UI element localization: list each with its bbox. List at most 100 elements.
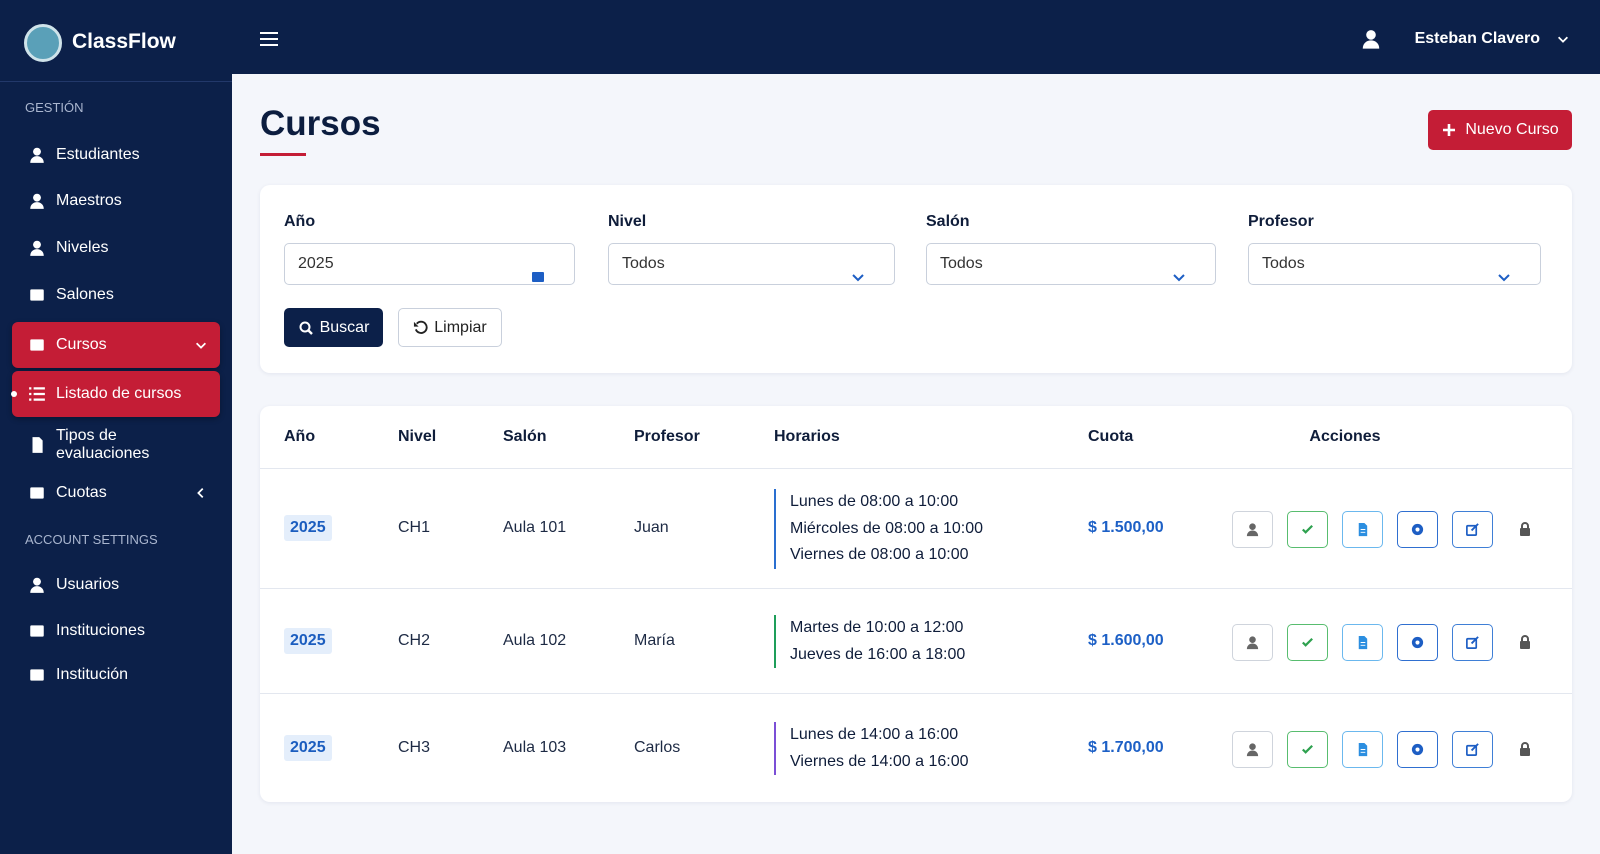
menu-item[interactable]: Maestros: [28, 190, 208, 212]
menu-label: Instituciones: [56, 622, 145, 639]
user-name[interactable]: Esteban Clavero: [1414, 30, 1540, 47]
year-badge: 2025: [284, 734, 332, 761]
action-button[interactable]: [1452, 623, 1493, 661]
action-button[interactable]: [1452, 511, 1493, 548]
schedule: Lunes de 14:00 a 16:00 Viernes de 14:00 a…: [774, 722, 969, 775]
action-button[interactable]: [1287, 623, 1328, 661]
active-dot: [11, 391, 17, 397]
icon[interactable]: [1517, 741, 1533, 757]
button-label: Limpiar: [434, 318, 487, 336]
icon: [1245, 742, 1260, 757]
filter-label: Año: [284, 213, 316, 230]
filter-input[interactable]: Todos: [926, 243, 1216, 285]
menu-item[interactable]: Cuotas: [28, 482, 208, 504]
icon: [1300, 742, 1315, 757]
menu-item[interactable]: Salones: [28, 284, 208, 306]
filter-value: Todos: [1262, 255, 1305, 272]
cell-teacher: María: [634, 631, 675, 649]
schedule-line: Viernes de 14:00 a 16:00: [790, 752, 969, 770]
icon: [1300, 522, 1315, 537]
schedule-line: Viernes de 08:00 a 10:00: [790, 546, 969, 564]
schedule: Lunes de 08:00 a 10:00 Miércoles de 08:00…: [774, 489, 983, 569]
icon[interactable]: [1517, 521, 1533, 537]
sidebar: ClassFlow GESTIÓN Estudiantes Maestros Nivel…: [0, 0, 232, 854]
icon: [298, 320, 314, 336]
title-underline: [260, 153, 306, 156]
filter-input[interactable]: Todos: [608, 243, 895, 285]
new-course-button[interactable]: Nuevo Curso: [1428, 110, 1572, 150]
action-button[interactable]: [1287, 511, 1328, 548]
menu-toggle[interactable]: [260, 32, 278, 50]
action-button[interactable]: [1342, 730, 1383, 768]
icon: [28, 484, 46, 502]
page-title: Cursos: [260, 104, 381, 143]
column-header: Año: [284, 428, 316, 445]
filter-value: Todos: [940, 255, 983, 272]
table-row: 2025 CH3 Aula 103 Carlos Lunes de 14:00 a 16…: [260, 693, 1572, 802]
search-button[interactable]: Buscar: [284, 308, 383, 347]
menu-label: Salones: [56, 286, 114, 303]
column-header: Nivel: [398, 428, 437, 445]
brand: ClassFlow: [0, 0, 232, 82]
column-header: Horarios: [774, 428, 840, 445]
icon: [28, 436, 46, 454]
schedule-line: Martes de 10:00 a 12:00: [790, 619, 964, 636]
active-box: [12, 371, 220, 417]
icon: [28, 146, 46, 164]
burger-line: [260, 38, 278, 40]
action-button[interactable]: [1397, 730, 1438, 768]
action-button[interactable]: [1232, 730, 1273, 768]
icon[interactable]: [1517, 634, 1533, 650]
icon: [28, 666, 46, 684]
action-button[interactable]: [1342, 511, 1383, 548]
icon: [1355, 742, 1370, 757]
icon: [413, 320, 428, 335]
icon: [1245, 635, 1260, 650]
action-button[interactable]: [1232, 623, 1273, 661]
icon: [1465, 522, 1480, 537]
brand-name: ClassFlow: [72, 30, 176, 53]
icon: [28, 239, 46, 257]
menu-item[interactable]: Tipos de evaluaciones: [28, 427, 208, 462]
menu-label: Cursos: [56, 336, 107, 353]
menu-label: Tipos de evaluaciones: [56, 427, 150, 462]
icon: [1410, 522, 1425, 537]
filter-label: Salón: [926, 213, 970, 230]
menu-item[interactable]: Institución: [28, 664, 208, 686]
icon: [1556, 32, 1570, 46]
action-button[interactable]: [1397, 511, 1438, 548]
menu-item[interactable]: Usuarios: [28, 574, 208, 596]
menu-label: Cuotas: [56, 484, 107, 501]
menu-item[interactable]: Instituciones: [28, 620, 208, 642]
filter-input[interactable]: 2025: [284, 243, 575, 285]
icon: [194, 338, 208, 352]
action-button[interactable]: [1452, 730, 1493, 768]
cell-fee: $ 1.700,00: [1088, 738, 1164, 756]
clear-button[interactable]: Limpiar: [398, 308, 502, 347]
icon: [194, 486, 208, 500]
menu-item[interactable]: Listado de cursos: [28, 383, 208, 405]
menu-label: Usuarios: [56, 576, 120, 593]
icon: [28, 286, 46, 304]
column-header: Acciones: [1309, 428, 1381, 445]
icon: [28, 576, 46, 594]
icon: [1410, 635, 1425, 650]
cell-level: CH1: [398, 519, 431, 536]
menu-label: Maestros: [56, 192, 122, 209]
action-button[interactable]: [1397, 623, 1438, 661]
icon: [28, 336, 46, 354]
section-title: ACCOUNT SETTINGS: [25, 532, 158, 547]
menu-item[interactable]: Cursos: [28, 334, 208, 356]
menu-label: Institución: [56, 666, 129, 683]
action-button[interactable]: [1287, 730, 1328, 768]
icon: [1441, 122, 1457, 138]
filter-value: 2025: [298, 255, 334, 272]
action-button[interactable]: [1232, 511, 1273, 548]
menu-item[interactable]: Estudiantes: [28, 144, 208, 166]
filter-input[interactable]: Todos: [1248, 243, 1541, 285]
menu-label: Estudiantes: [56, 146, 140, 163]
button-label: Nuevo Curso: [1465, 121, 1559, 138]
menu-item[interactable]: Niveles: [28, 237, 208, 259]
topbar: Esteban Clavero: [232, 0, 1600, 74]
action-button[interactable]: [1342, 623, 1383, 661]
